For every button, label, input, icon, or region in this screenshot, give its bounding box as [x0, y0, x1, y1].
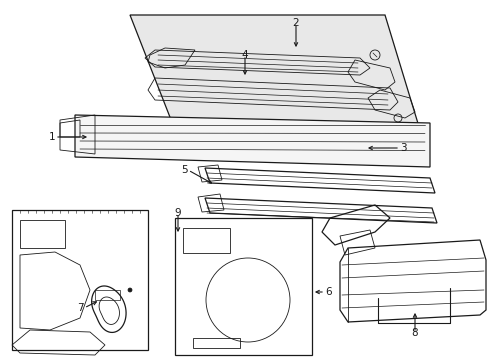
Text: 2: 2: [292, 18, 299, 28]
Text: 6: 6: [325, 287, 331, 297]
Text: 3: 3: [399, 143, 406, 153]
Text: 4: 4: [241, 50, 248, 60]
Polygon shape: [130, 15, 419, 130]
Text: 8: 8: [411, 328, 417, 338]
Text: 5: 5: [181, 165, 187, 175]
Text: 9: 9: [174, 208, 181, 218]
Text: 7: 7: [77, 303, 84, 313]
Circle shape: [128, 288, 132, 292]
Polygon shape: [75, 115, 429, 167]
Text: 1: 1: [48, 132, 55, 142]
